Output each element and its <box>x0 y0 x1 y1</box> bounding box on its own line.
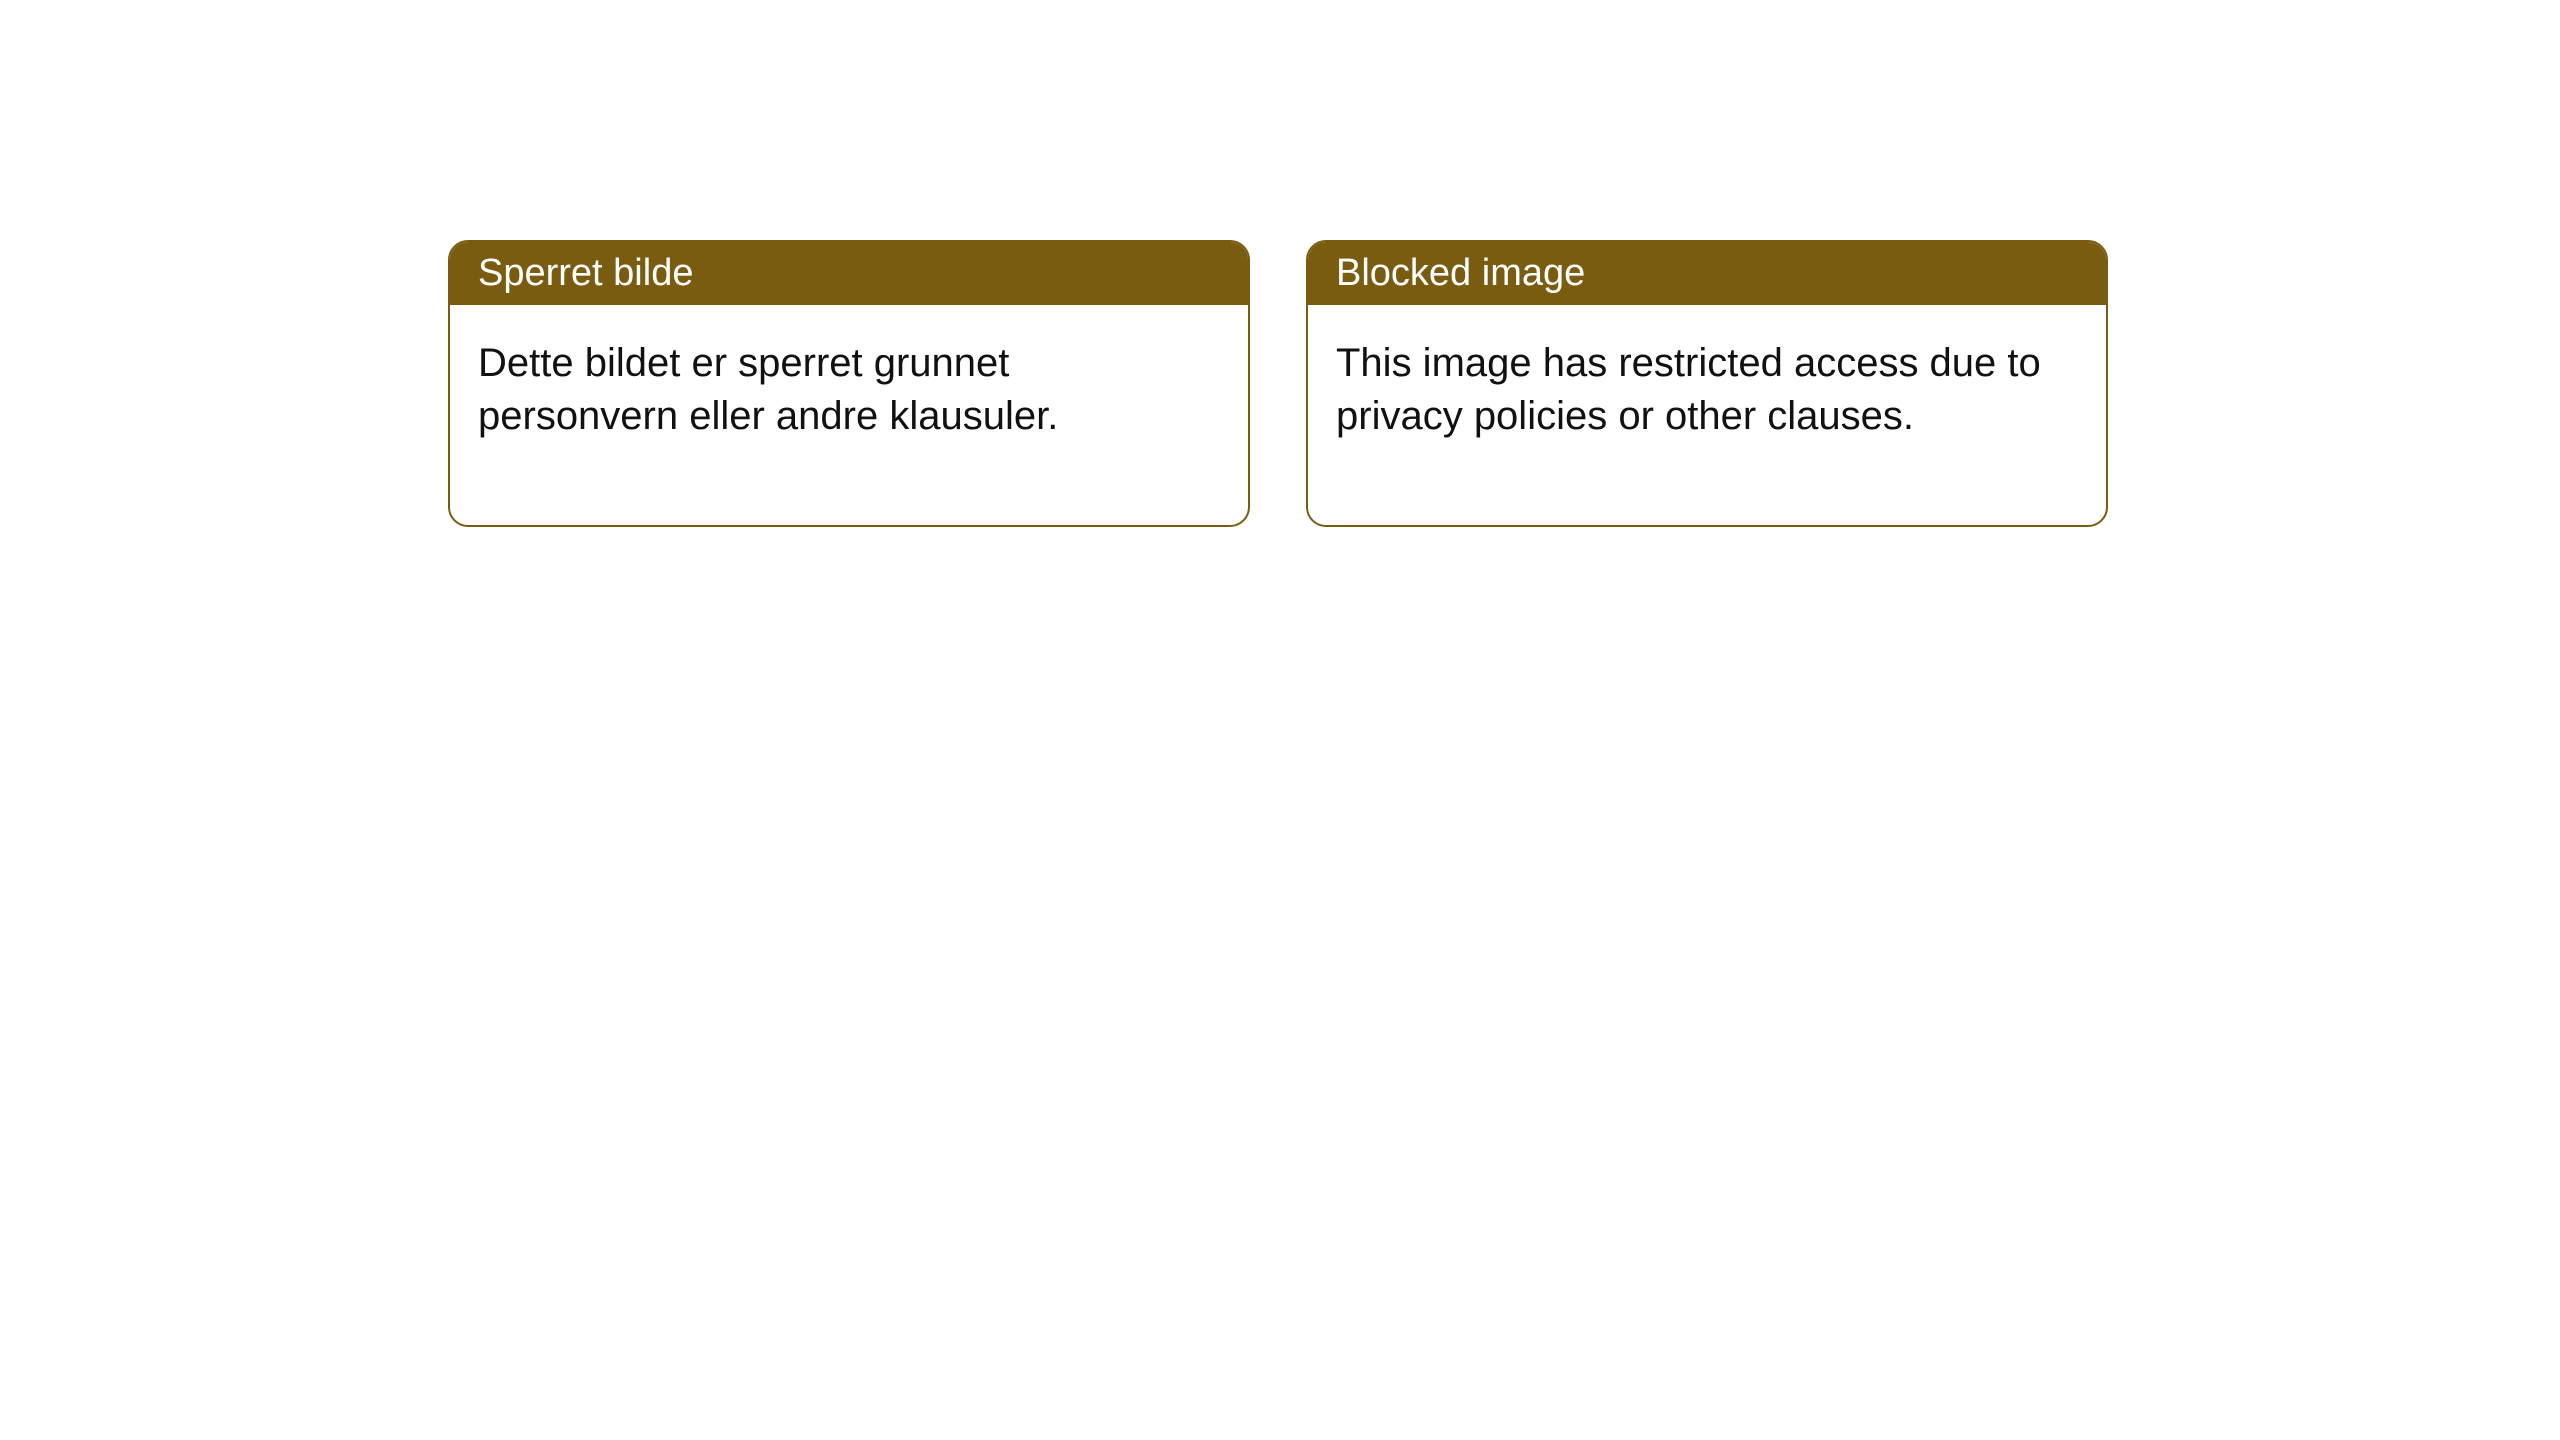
notice-card-header: Blocked image <box>1308 242 2106 305</box>
notice-card-text: Dette bildet er sperret grunnet personve… <box>478 341 1058 438</box>
notice-card-en: Blocked image This image has restricted … <box>1306 240 2108 527</box>
notice-card-text: This image has restricted access due to … <box>1336 341 2041 438</box>
notice-card-title: Blocked image <box>1336 252 1585 294</box>
notice-card-body: Dette bildet er sperret grunnet personve… <box>450 305 1248 525</box>
notice-card-no: Sperret bilde Dette bildet er sperret gr… <box>448 240 1250 527</box>
notice-card-body: This image has restricted access due to … <box>1308 305 2106 525</box>
notice-card-header: Sperret bilde <box>450 242 1248 305</box>
notice-container: Sperret bilde Dette bildet er sperret gr… <box>448 240 2108 527</box>
notice-card-title: Sperret bilde <box>478 252 693 294</box>
